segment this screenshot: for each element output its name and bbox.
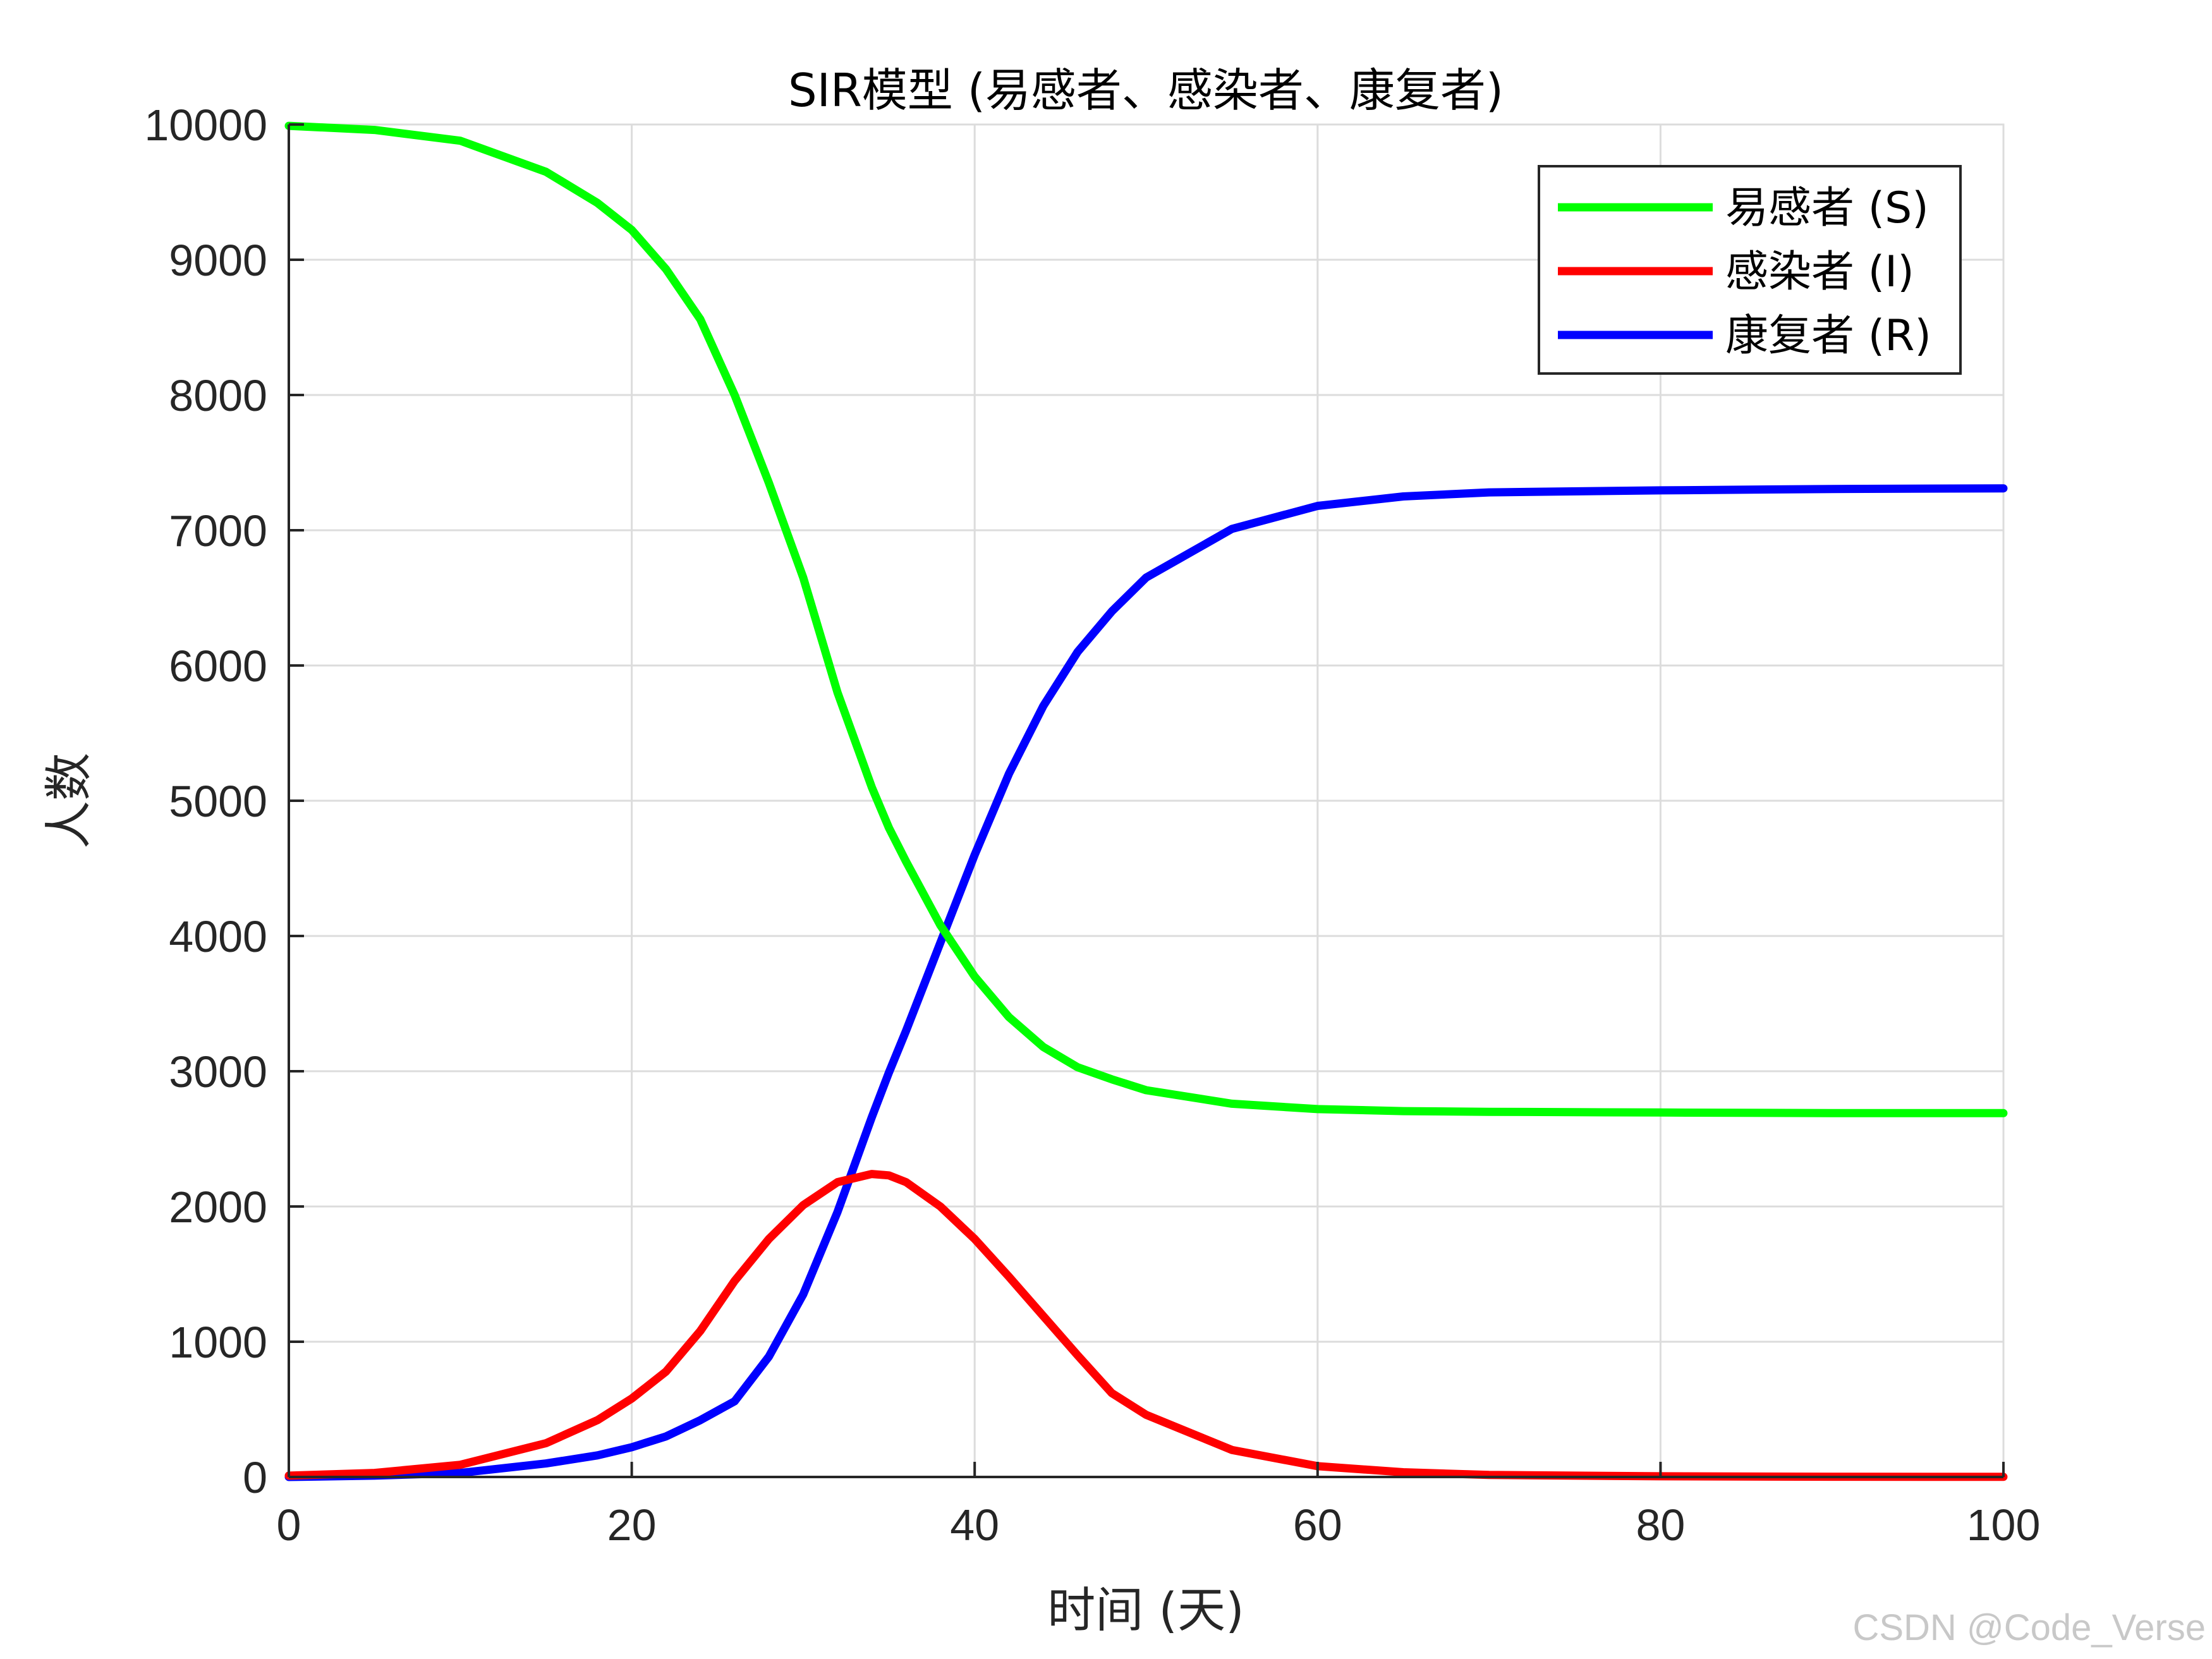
series-line-1 <box>284 1170 2008 1481</box>
y-tick-label-5: 5000 <box>169 777 267 826</box>
y-tick-label-8: 8000 <box>169 371 267 420</box>
x-tick-label-5: 100 <box>1967 1500 2041 1550</box>
x-tick-label-4: 80 <box>1636 1500 1685 1550</box>
axis-ticks: 0 20 40 60 80 1000100020003000400050006000700… <box>144 100 2040 1550</box>
y-tick-label-3: 3000 <box>169 1047 267 1097</box>
legend: 易感者 (S) 感染者 (I) 康复者 (R) <box>1538 165 1962 375</box>
y-axis-label: 人数 <box>40 753 97 849</box>
series-line-2 <box>284 484 2008 1481</box>
data-series <box>284 121 2008 1481</box>
legend-label-0: 易感者 (S) <box>1725 183 1929 233</box>
x-tick-label-0: 0 <box>277 1500 301 1550</box>
x-axis-label: 时间 (天) <box>1047 1582 1244 1638</box>
y-tick-label-9: 9000 <box>169 236 267 285</box>
legend-label-2: 康复者 (R) <box>1725 311 1931 361</box>
y-tick-label-0: 0 <box>243 1453 267 1502</box>
x-tick-label-2: 40 <box>950 1500 999 1550</box>
x-tick-label-3: 60 <box>1293 1500 1342 1550</box>
y-tick-label-1: 1000 <box>169 1318 267 1367</box>
legend-label-1: 感染者 (I) <box>1725 247 1914 297</box>
y-tick-label-2: 2000 <box>169 1182 267 1232</box>
y-tick-label-10: 10000 <box>144 100 267 150</box>
series-line-0 <box>284 121 2008 1117</box>
y-tick-label-4: 4000 <box>169 912 267 961</box>
watermark: CSDN @Code_Verse <box>1852 1607 2206 1648</box>
x-tick-label-1: 20 <box>607 1500 657 1550</box>
y-tick-label-7: 7000 <box>169 506 267 556</box>
chart-title: SIR模型 (易感者、感染者、康复者) <box>788 64 1504 117</box>
y-tick-label-6: 6000 <box>169 641 267 691</box>
